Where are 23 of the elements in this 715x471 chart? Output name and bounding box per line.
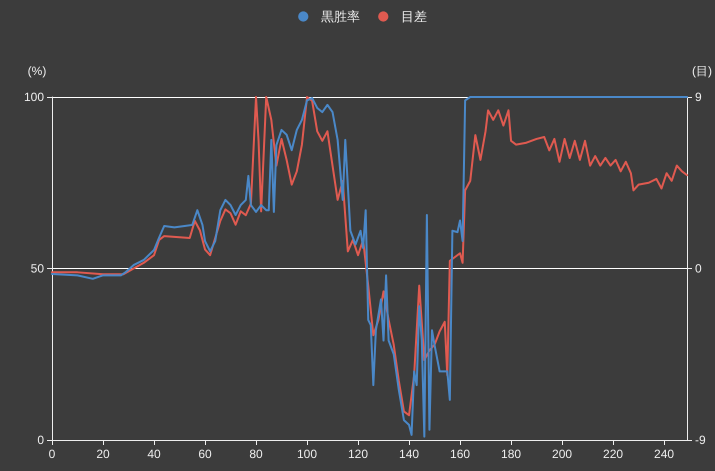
y-tick-label: 0 [37,433,44,447]
y-tick-label: 100 [24,90,44,104]
y-tick-label: 50 [30,262,44,276]
y2-tick-label: 0 [695,262,702,276]
legend-label: 黒胜率 [321,9,360,24]
x-tick-label: 220 [603,447,624,461]
x-tick-label: 120 [348,447,368,461]
y-axis-title: (%) [28,64,46,78]
y2-tick-label: 9 [695,90,702,104]
x-tick-label: 240 [654,447,674,461]
x-tick-label: 160 [450,447,470,461]
x-tick-label: 60 [198,447,212,461]
x-tick-label: 80 [249,447,264,461]
x-tick-label: 200 [552,447,572,461]
legend-label: 目差 [401,9,427,24]
x-tick-label: 140 [399,447,420,461]
y2-axis-title: (目) [692,64,712,78]
x-tick-label: 0 [48,447,56,461]
y2-tick-label: -9 [695,433,706,447]
x-tick-label: 40 [147,447,162,461]
x-tick-label: 20 [96,447,110,461]
x-tick-label: 100 [297,447,318,461]
x-tick-label: 180 [501,447,522,461]
